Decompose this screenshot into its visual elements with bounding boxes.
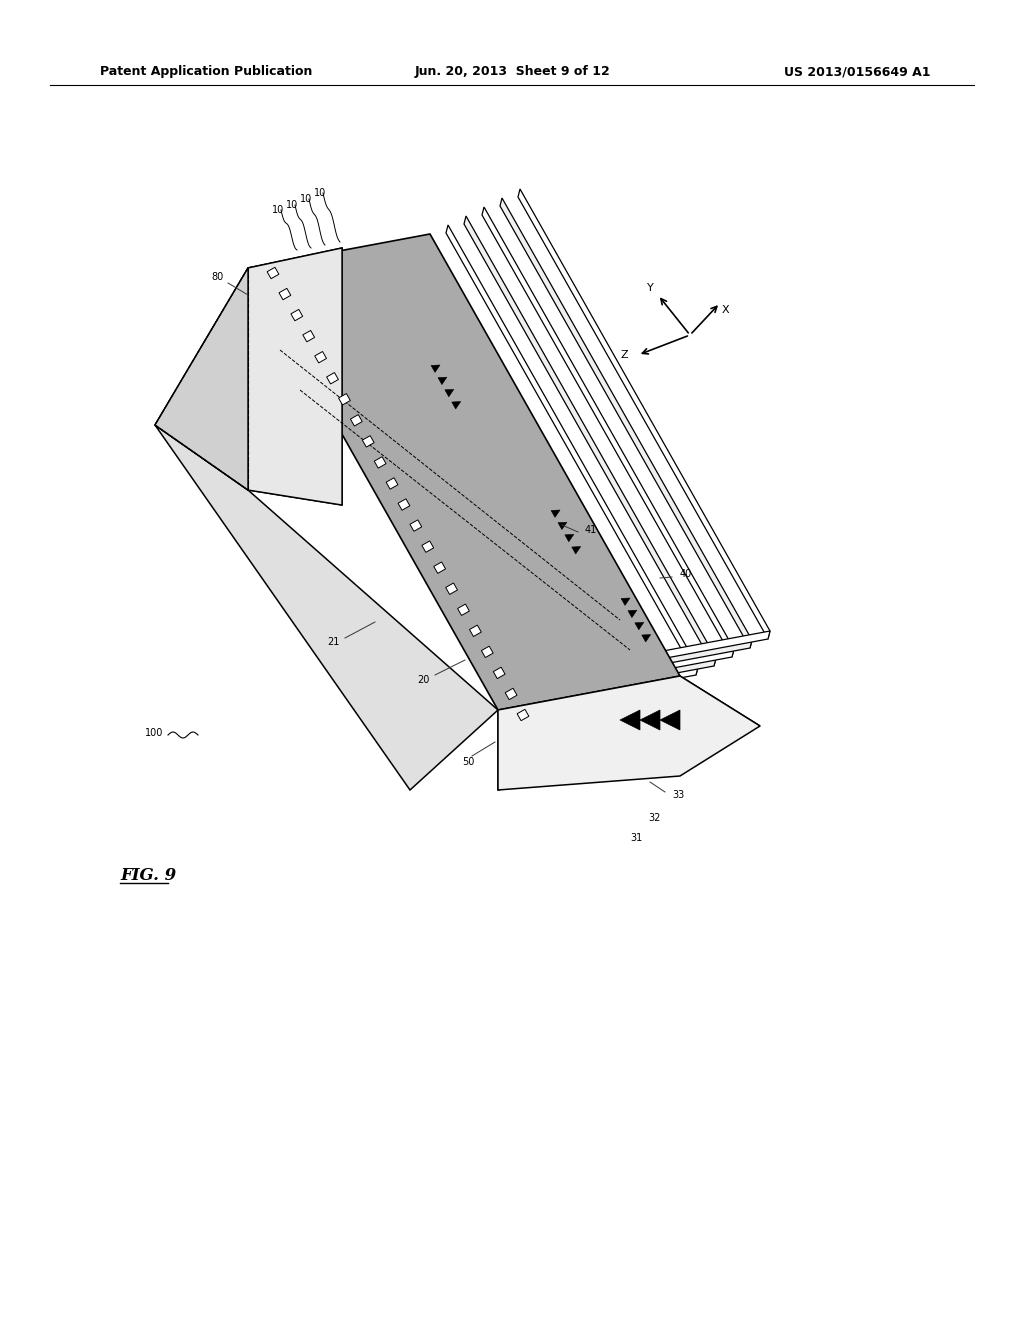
- Polygon shape: [155, 268, 248, 490]
- Polygon shape: [514, 667, 698, 709]
- Text: 10: 10: [286, 201, 298, 210]
- Polygon shape: [568, 640, 752, 682]
- Text: 21: 21: [328, 638, 340, 647]
- Polygon shape: [444, 389, 454, 397]
- Polygon shape: [431, 366, 440, 372]
- Text: 10: 10: [314, 187, 326, 198]
- Text: 20: 20: [418, 675, 430, 685]
- Polygon shape: [386, 478, 398, 490]
- Text: US 2013/0156649 A1: US 2013/0156649 A1: [783, 66, 930, 78]
- Text: 32: 32: [648, 813, 660, 822]
- Polygon shape: [155, 248, 342, 506]
- Text: Y: Y: [647, 282, 654, 293]
- Polygon shape: [482, 207, 734, 657]
- Polygon shape: [464, 216, 716, 667]
- Polygon shape: [410, 520, 422, 531]
- Polygon shape: [568, 675, 570, 762]
- Polygon shape: [248, 234, 680, 710]
- Text: 10: 10: [272, 205, 284, 215]
- Polygon shape: [291, 309, 303, 321]
- Text: 80: 80: [212, 272, 224, 282]
- Polygon shape: [558, 523, 567, 529]
- Polygon shape: [550, 649, 734, 690]
- Text: FIG. 9: FIG. 9: [120, 866, 176, 883]
- Polygon shape: [452, 401, 461, 409]
- Polygon shape: [498, 676, 760, 789]
- Polygon shape: [642, 635, 650, 642]
- Polygon shape: [314, 351, 327, 363]
- Polygon shape: [339, 393, 350, 405]
- Polygon shape: [532, 692, 534, 780]
- Polygon shape: [628, 610, 637, 618]
- Polygon shape: [362, 436, 374, 447]
- Text: Jun. 20, 2013  Sheet 9 of 12: Jun. 20, 2013 Sheet 9 of 12: [414, 66, 610, 78]
- Polygon shape: [517, 709, 528, 721]
- Polygon shape: [248, 248, 342, 506]
- Polygon shape: [438, 378, 446, 384]
- Polygon shape: [350, 414, 362, 426]
- Text: 41: 41: [585, 525, 597, 535]
- Polygon shape: [518, 189, 770, 639]
- Polygon shape: [481, 647, 494, 657]
- Polygon shape: [267, 268, 279, 279]
- Polygon shape: [500, 198, 752, 648]
- Polygon shape: [565, 535, 573, 541]
- Text: Patent Application Publication: Patent Application Publication: [100, 66, 312, 78]
- Polygon shape: [458, 605, 469, 615]
- Polygon shape: [660, 710, 680, 730]
- Polygon shape: [514, 701, 516, 789]
- Polygon shape: [498, 676, 760, 789]
- Polygon shape: [550, 682, 552, 771]
- Text: 33: 33: [672, 789, 684, 800]
- Text: 40: 40: [680, 569, 692, 579]
- Polygon shape: [303, 330, 314, 342]
- Text: 50: 50: [462, 756, 474, 767]
- Text: X: X: [722, 305, 730, 315]
- Text: 10: 10: [300, 194, 312, 205]
- Polygon shape: [622, 598, 630, 606]
- Polygon shape: [505, 688, 517, 700]
- Polygon shape: [445, 583, 458, 594]
- Polygon shape: [551, 510, 560, 517]
- Polygon shape: [469, 626, 481, 636]
- Polygon shape: [586, 631, 770, 673]
- Text: 100: 100: [144, 729, 163, 738]
- Polygon shape: [494, 667, 505, 678]
- Text: Z: Z: [621, 350, 628, 360]
- Polygon shape: [434, 562, 445, 573]
- Polygon shape: [279, 288, 291, 300]
- Polygon shape: [327, 372, 338, 384]
- Text: 31: 31: [630, 833, 642, 843]
- Polygon shape: [422, 541, 433, 552]
- Polygon shape: [532, 657, 716, 700]
- Polygon shape: [586, 665, 588, 752]
- Polygon shape: [620, 710, 640, 730]
- Polygon shape: [571, 546, 581, 554]
- Polygon shape: [446, 224, 698, 675]
- Polygon shape: [635, 622, 644, 630]
- Polygon shape: [155, 425, 498, 789]
- Polygon shape: [398, 499, 410, 511]
- Polygon shape: [640, 710, 660, 730]
- Polygon shape: [374, 457, 386, 469]
